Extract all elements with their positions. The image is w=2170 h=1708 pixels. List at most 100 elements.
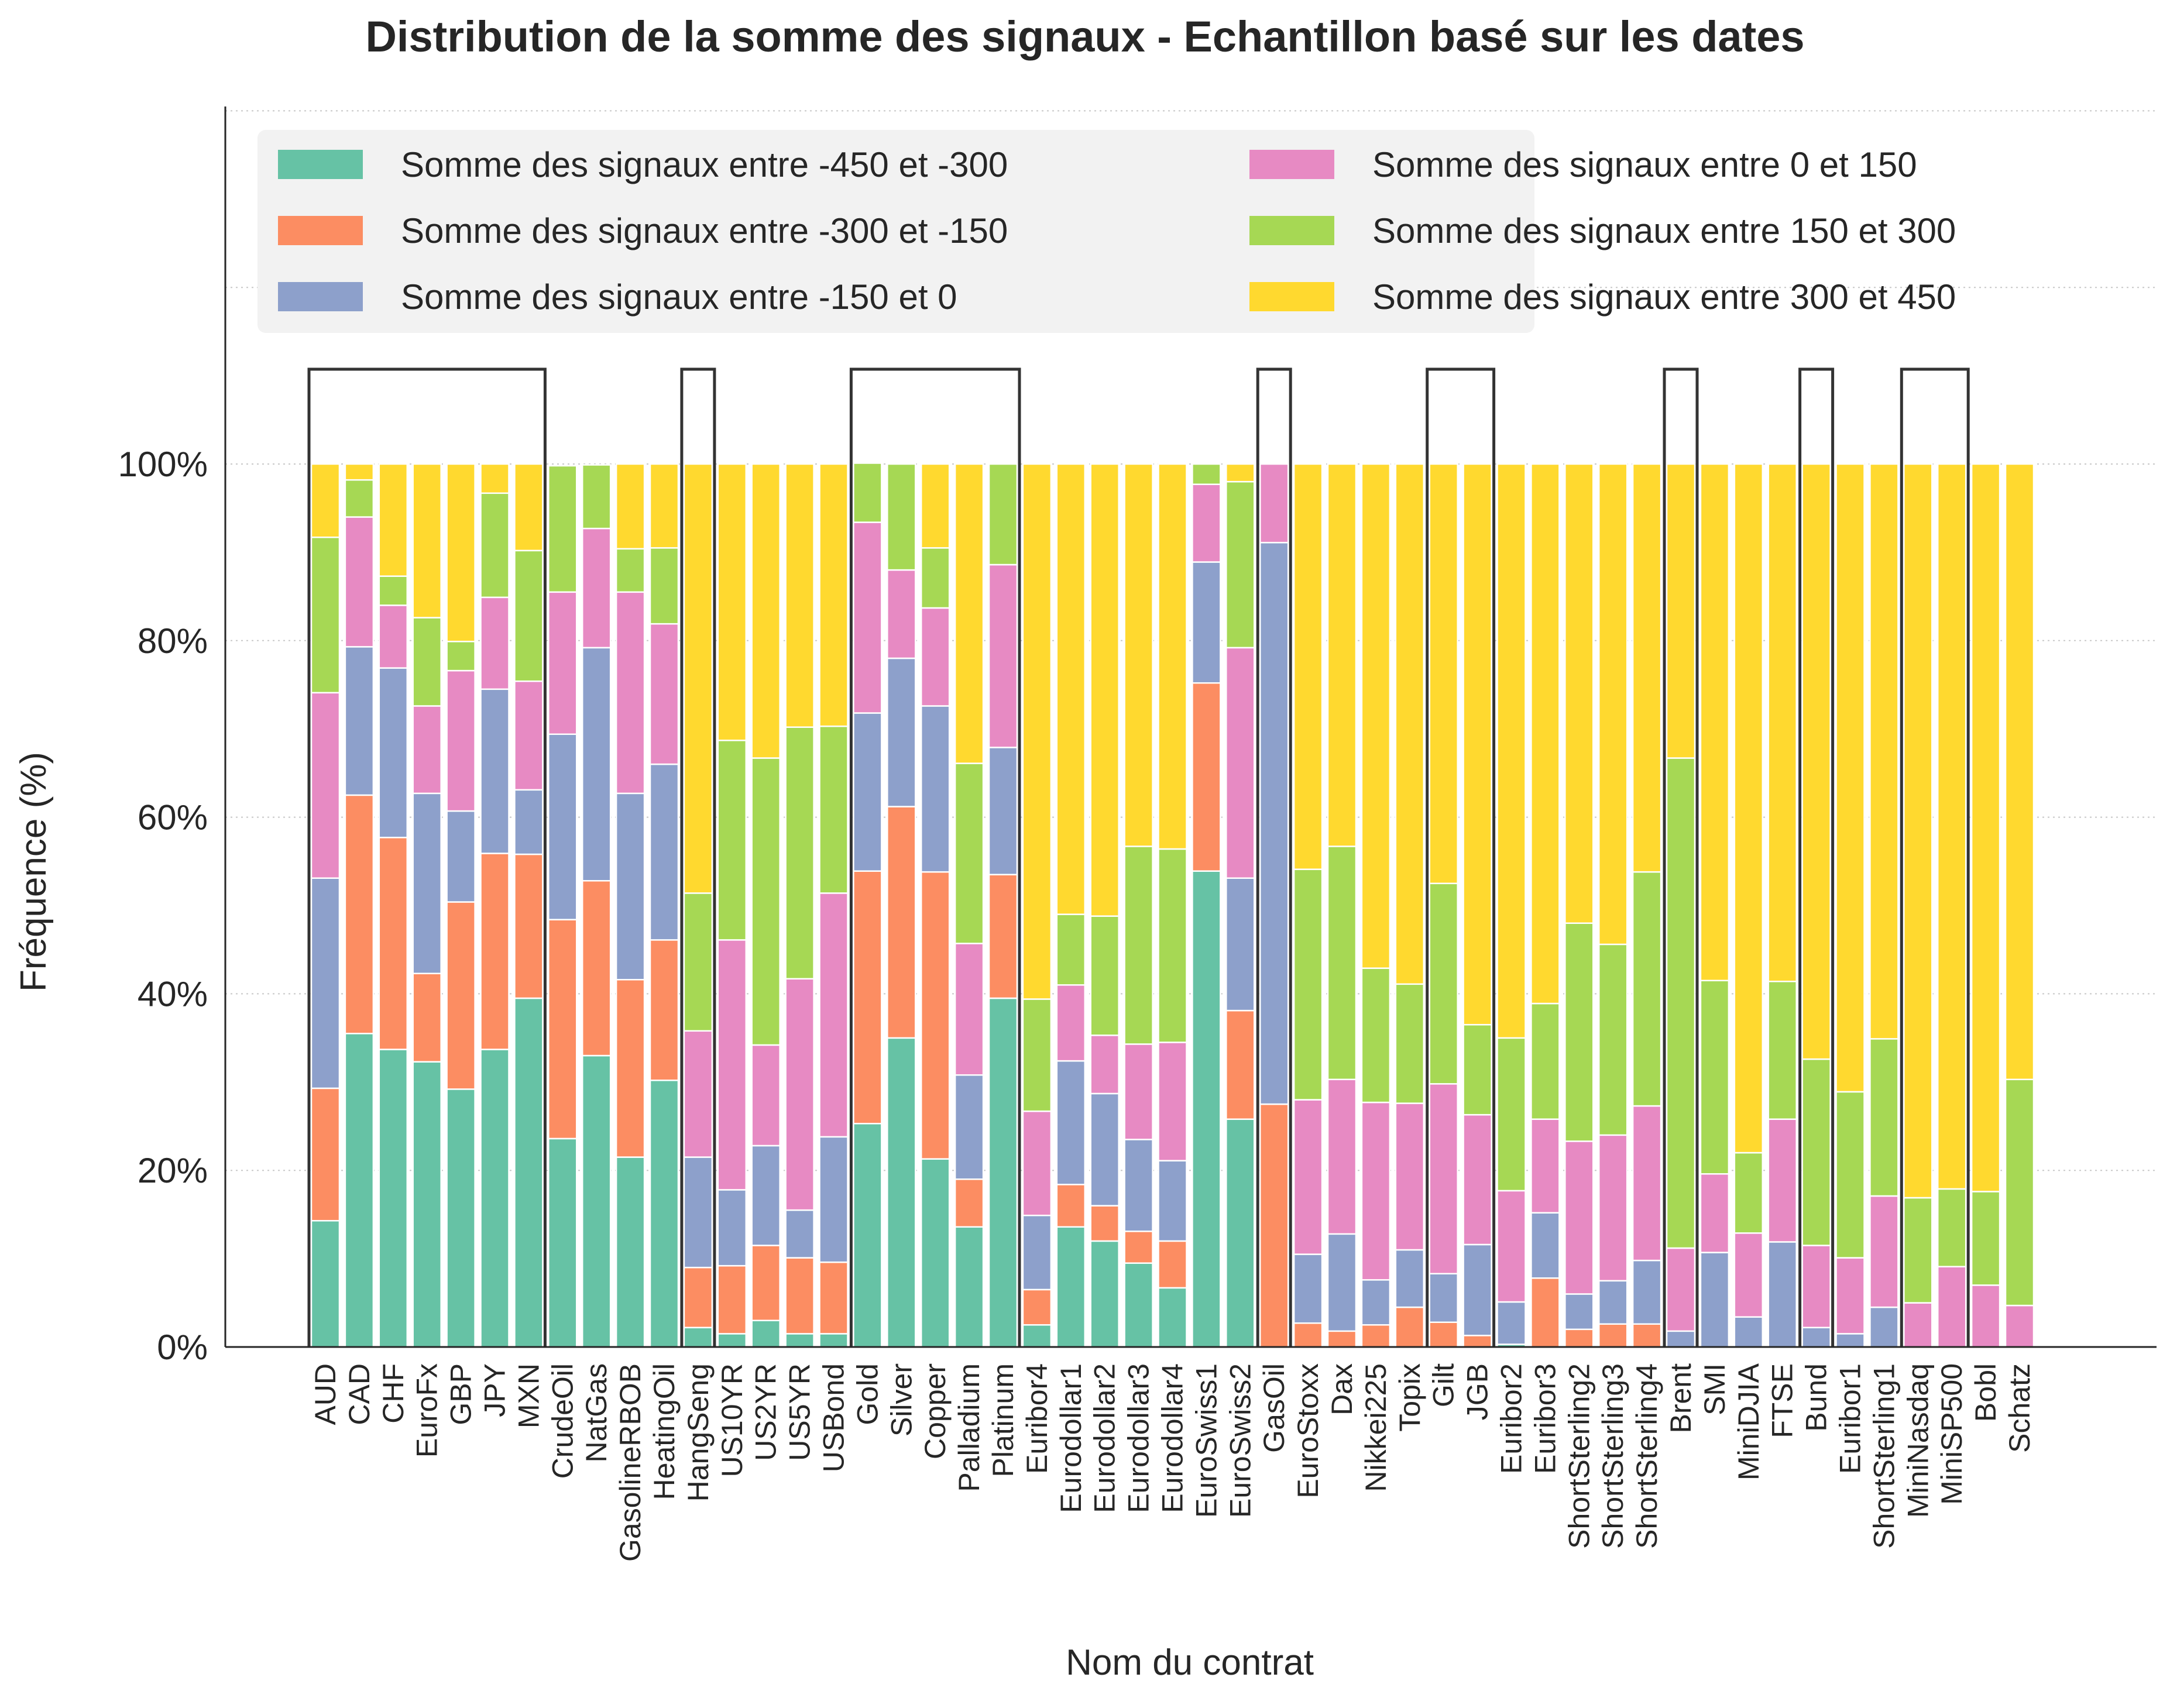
x-tick-label: HangSeng	[682, 1363, 715, 1501]
bar-segment	[1158, 848, 1187, 1043]
legend-swatch	[1249, 282, 1334, 311]
bar-segment	[378, 575, 408, 606]
legend-label: Somme des signaux entre -450 et -300	[401, 145, 1008, 184]
bar-segment	[853, 462, 883, 523]
bar-segment	[853, 870, 883, 1125]
bar-segment	[920, 705, 950, 873]
bar-segment	[1225, 877, 1255, 1012]
bar-segment	[819, 1136, 849, 1263]
bar-segment	[717, 1189, 747, 1267]
bar-segment	[1733, 463, 1764, 1154]
bar-segment	[1801, 1245, 1831, 1329]
bar-segment	[1124, 1231, 1153, 1264]
x-tick-label: Euribor3	[1529, 1363, 1561, 1474]
bar-segment	[1564, 1140, 1594, 1295]
bar-segment	[1090, 915, 1120, 1036]
bar-segment	[1158, 1160, 1187, 1242]
bars	[310, 462, 2035, 1348]
bar-segment	[988, 874, 1018, 999]
bar-segment	[649, 763, 679, 941]
bar-segment	[1124, 846, 1153, 1045]
legend-label: Somme des signaux entre 150 et 300	[1372, 211, 1956, 250]
bar-segment	[751, 1245, 781, 1321]
bar-segment	[1530, 1002, 1560, 1120]
bar-segment	[1564, 1328, 1594, 1348]
x-tick-label: Gilt	[1427, 1363, 1460, 1407]
chart-title: Distribution de la somme des signaux - E…	[365, 12, 1804, 61]
bar-segment	[1666, 757, 1696, 1249]
bar-segment	[446, 641, 476, 672]
x-tick-label: EuroStoxx	[1292, 1363, 1324, 1499]
bar-segment	[378, 604, 408, 669]
bar-segment	[1462, 1114, 1492, 1246]
bar-segment	[446, 463, 476, 642]
bar-segment	[1733, 1232, 1764, 1318]
bar-segment	[887, 463, 916, 571]
bar-segment	[717, 463, 747, 741]
bar-segment	[887, 569, 916, 659]
bar-segment	[920, 463, 950, 549]
bar-segment	[1767, 1241, 1797, 1348]
y-axis-label: Fréquence (%)	[13, 752, 54, 992]
y-tick-label: 40%	[138, 974, 208, 1013]
bar-segment	[615, 792, 645, 981]
bar-segment	[1598, 943, 1628, 1136]
x-tick-label: CHF	[377, 1363, 410, 1424]
x-tick-label: Bund	[1800, 1363, 1833, 1432]
bar-segment	[1293, 1253, 1323, 1324]
bar-segment	[412, 463, 442, 618]
x-tick-label: GasolineRBOB	[614, 1363, 647, 1562]
bar-segment	[514, 680, 544, 791]
bar-segment	[446, 669, 476, 812]
bar-segment	[819, 725, 849, 894]
bar-segment	[1733, 1152, 1764, 1234]
bar-segment	[1598, 1280, 1628, 1325]
bar-segment	[310, 1219, 341, 1348]
group-bracket	[1798, 367, 1835, 1347]
bar-segment	[1767, 463, 1797, 982]
bar-segment	[548, 465, 578, 593]
bar-segment	[1835, 463, 1865, 1093]
bar-segment	[1090, 1035, 1120, 1095]
bar-segment	[1429, 1321, 1458, 1348]
bar-segment	[310, 1087, 341, 1222]
x-tick-label: MXN	[512, 1363, 545, 1428]
bar-segment	[853, 1122, 883, 1348]
x-tick-label: Gold	[851, 1363, 884, 1425]
x-tick-label: JPY	[479, 1363, 511, 1417]
y-tick-labels: 0% 20% 40% 60% 80% 100%	[118, 445, 208, 1367]
bar-segment	[649, 939, 679, 1081]
legend-swatch	[278, 282, 363, 311]
bar-segment	[1022, 1110, 1052, 1216]
x-tick-label: MiniDJIA	[1732, 1363, 1765, 1480]
bar-segment	[1124, 1139, 1153, 1232]
bar-segment	[1666, 1247, 1696, 1332]
bar-segment	[887, 1037, 916, 1348]
bar-segment	[1496, 1190, 1526, 1303]
bar-segment	[480, 492, 510, 599]
x-tick-label: EuroSwiss1	[1190, 1363, 1223, 1518]
bar-segment	[1158, 1240, 1187, 1289]
group-bracket	[1256, 367, 1292, 1347]
group-brackets	[307, 367, 1970, 1347]
x-tick-label: Eurodollar4	[1156, 1363, 1189, 1513]
bar-segment	[785, 1333, 815, 1348]
bar-segment	[1124, 1262, 1153, 1348]
x-tick-label: USBond	[818, 1363, 850, 1472]
bar-segment	[1395, 983, 1425, 1104]
bar-segment	[1496, 1037, 1526, 1192]
y-tick-label: 100%	[118, 445, 208, 484]
bar-segment	[1936, 1266, 1967, 1348]
bar-segment	[412, 792, 442, 974]
bar-segment	[920, 1158, 950, 1348]
x-tick-label: Euribor1	[1834, 1363, 1867, 1474]
bar-segment	[1361, 1279, 1391, 1326]
bar-segment	[920, 607, 950, 707]
bar-segment	[1598, 1134, 1628, 1282]
bar-segment	[1022, 998, 1052, 1112]
bar-segment	[717, 740, 747, 941]
bar-segment	[649, 463, 679, 549]
bar-segment	[1869, 463, 1899, 1040]
bar-segment	[751, 463, 781, 759]
